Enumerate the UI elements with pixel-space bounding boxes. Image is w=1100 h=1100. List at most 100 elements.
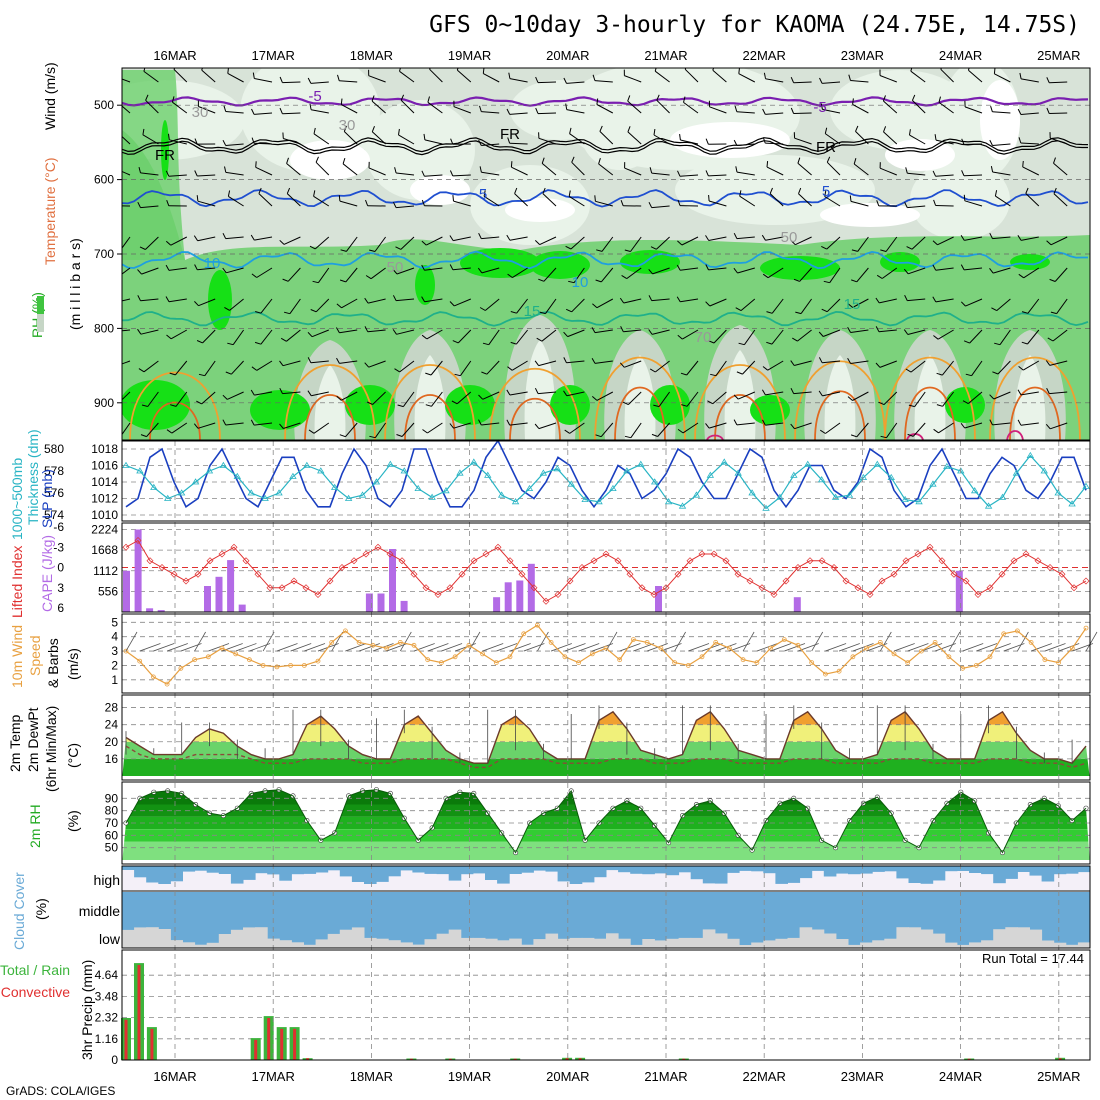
wind-barb-flag (451, 400, 458, 405)
cloud-low-cell (581, 937, 595, 948)
wind-barb-flag (766, 341, 773, 345)
isotherm-20-lobe-0 (129, 371, 221, 440)
wind-barb-flag (1017, 235, 1022, 241)
wind-barb-flag (510, 311, 517, 314)
wind-barb-staff (883, 100, 898, 114)
wind-barb-staff (516, 298, 528, 314)
wind-barb-staff (765, 142, 784, 145)
wind-point (137, 658, 143, 664)
wind-barb-flag (761, 389, 766, 396)
wind-point (548, 640, 554, 645)
tick-label-5: 5 (111, 615, 118, 629)
wind-barb-flag (425, 404, 432, 407)
wind-barb-flag (708, 340, 715, 344)
wind-barb-flag (279, 360, 284, 366)
wind-barb-flag (449, 235, 454, 241)
wind-barb-flag (903, 268, 909, 275)
wind-barb-flag (166, 200, 170, 206)
thickness-point (720, 458, 728, 465)
thickness-point (358, 491, 367, 498)
precip-conv-bar (967, 1058, 971, 1060)
wind-barb-flag (507, 273, 513, 279)
wind-barb-flag (992, 371, 999, 375)
tick-label-90: 90 (105, 791, 119, 805)
cape-bar (793, 597, 801, 612)
wind10-label: 10m Wind (9, 625, 25, 688)
wind-barb-flag (506, 419, 511, 426)
wind-barb-flag (620, 326, 624, 332)
wind-barb-staff (483, 73, 500, 83)
wind-barb-staff (401, 422, 415, 437)
wind-barb-flag (479, 105, 482, 112)
wind-frame (121, 613, 1091, 694)
wind-barb-staff (426, 329, 443, 340)
cloud-low-cell (775, 938, 788, 948)
li-point (986, 584, 994, 592)
wind-barb-staff (850, 329, 869, 333)
left-axis-labels: RH (%) Temperature (°C) Wind (m/s) (m i … (0, 62, 1084, 1060)
cloud-high-cell (424, 866, 438, 874)
wind-barb-staff (1049, 391, 1068, 395)
wind-barb-flag (790, 387, 795, 394)
rh-dry-core-0 (290, 140, 370, 180)
cloud-high-cell (315, 866, 329, 873)
wind-barb-staff (453, 200, 471, 207)
wind-barb-flag (936, 404, 943, 407)
wind-barb-staff (400, 99, 415, 114)
wind-point (123, 648, 129, 654)
wind10-barb (235, 643, 257, 652)
top-day-label-18MAR: 18MAR (350, 48, 393, 63)
wind-barb-staff (453, 106, 471, 114)
tick-label-3: 3 (111, 644, 118, 658)
wind-barb-flag (1047, 337, 1054, 342)
wind-barb-staff (225, 111, 244, 114)
wind-barb-staff (769, 193, 784, 207)
li-point (554, 591, 562, 598)
wind-barb-flag (847, 396, 853, 401)
cloud-high-cell (243, 866, 256, 880)
wind-point (864, 645, 869, 651)
wind-point (877, 640, 883, 645)
li-line (125, 539, 1087, 602)
thickness-point (330, 483, 339, 490)
wind-barb-flag (194, 264, 198, 271)
wind-barb-flag (198, 373, 205, 377)
wind-barb-flag (705, 138, 709, 145)
li-point (602, 550, 610, 558)
cloud-high-cell (1005, 866, 1018, 879)
wind-barb-flag (222, 139, 227, 146)
cloud-low-cell (908, 927, 922, 948)
wind-barb-staff (372, 391, 386, 405)
wind-barb-flag (138, 368, 145, 373)
contour-label-10: 15 (844, 296, 861, 313)
cloud-high-cell (327, 866, 341, 871)
wind-barb-flag (932, 264, 937, 271)
wind10-barb (125, 631, 138, 652)
wind10-barb (784, 643, 806, 652)
cloud-high-cell (678, 866, 692, 873)
cloud-high-label: high (94, 872, 120, 888)
wind-barb-flag (250, 419, 255, 426)
wind-barb-flag (568, 190, 571, 197)
li-point (374, 543, 382, 551)
precip-conv-bar (267, 1018, 271, 1060)
wind-barb-staff (367, 329, 386, 333)
cloud-high-cell (618, 866, 631, 873)
wind-barb-staff (852, 103, 869, 114)
wind-barb-flag (733, 267, 738, 274)
wind-barb-flag (622, 401, 629, 406)
cloud-low-cell (702, 929, 716, 948)
cloud-high-cell (206, 866, 220, 873)
temp2m-label: 2m Temp (7, 714, 23, 772)
wind-barb-flag (193, 423, 199, 429)
cloud-low-cell (218, 934, 232, 948)
rh2m-label: 2m RH (27, 804, 43, 848)
wind-barb-flag (339, 279, 346, 283)
wind-barb-staff (122, 360, 131, 365)
temperature-label: Temperature (°C) (42, 157, 58, 265)
wind-barb-staff (598, 163, 614, 176)
credit-label: GrADS: COLA/IGES (6, 1084, 115, 1098)
wind-barb-flag (677, 170, 681, 177)
wind-barb-flag (137, 201, 141, 208)
wind-barb-staff (509, 391, 528, 396)
